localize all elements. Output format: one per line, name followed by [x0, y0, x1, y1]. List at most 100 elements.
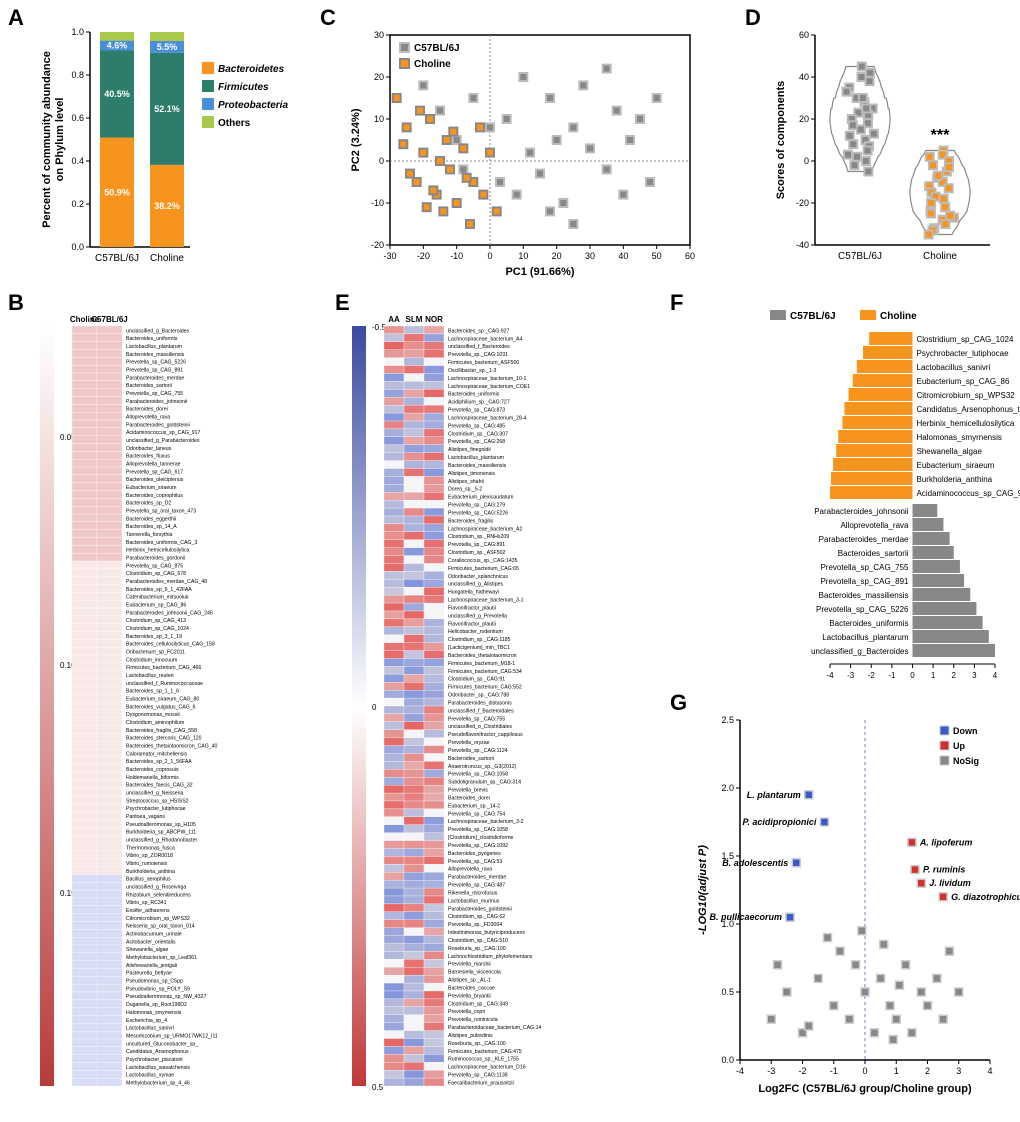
- svg-text:Down: Down: [953, 726, 978, 736]
- panel-e-heatmap: -0.500.5AASLMNORBacteroides_sp._CAG:927L…: [352, 310, 662, 1110]
- svg-text:Alistipes_putredinis: Alistipes_putredinis: [448, 1033, 493, 1039]
- svg-text:Prevotella_ruminicola: Prevotella_ruminicola: [448, 1017, 498, 1023]
- svg-text:Firmicutes_bacterium_M18-1: Firmicutes_bacterium_M18-1: [448, 661, 515, 667]
- svg-text:Prevotella_sp_oral_taxon_473: Prevotella_sp_oral_taxon_473: [126, 508, 196, 514]
- svg-text:Bacteroides_pyogenes: Bacteroides_pyogenes: [448, 851, 501, 857]
- svg-text:Prevotella_sp._CAG:1031: Prevotella_sp._CAG:1031: [448, 352, 508, 358]
- svg-text:1.0: 1.0: [71, 27, 84, 37]
- svg-text:Alistipes_sp._AL-1: Alistipes_sp._AL-1: [448, 978, 491, 984]
- svg-text:Parabacteroides_merdae: Parabacteroides_merdae: [448, 875, 506, 881]
- svg-text:Bacteroides_massiliensis: Bacteroides_massiliensis: [448, 463, 507, 469]
- svg-text:Alloprevotella_tannerae: Alloprevotella_tannerae: [126, 461, 181, 467]
- svg-text:Eubacterium_plexicaudatum: Eubacterium_plexicaudatum: [448, 495, 513, 501]
- svg-text:unclassified_g_Parabacteroides: unclassified_g_Parabacteroides: [126, 438, 200, 444]
- svg-text:Lactobacillus_reuteri: Lactobacillus_reuteri: [126, 673, 174, 679]
- svg-text:40.5%: 40.5%: [104, 89, 130, 99]
- svg-text:Parabacteroides_johnsonii: Parabacteroides_johnsonii: [814, 507, 909, 516]
- svg-text:Firmicutes: Firmicutes: [218, 82, 269, 93]
- svg-text:on Phylum level: on Phylum level: [54, 98, 66, 182]
- svg-text:Bacteroides_faecis_CAG_32: Bacteroides_faecis_CAG_32: [126, 783, 193, 789]
- svg-text:38.2%: 38.2%: [154, 201, 180, 211]
- svg-text:-10: -10: [371, 198, 384, 208]
- svg-text:-4: -4: [826, 671, 834, 680]
- svg-text:Others: Others: [218, 118, 251, 129]
- svg-text:Alishewanella_jeotgali: Alishewanella_jeotgali: [126, 963, 177, 969]
- svg-text:Shewanella_algae: Shewanella_algae: [126, 947, 169, 953]
- svg-text:Bacteroides_sp_1_1_6: Bacteroides_sp_1_1_6: [126, 689, 179, 695]
- svg-text:Corallococcus_sp._CAG:1435: Corallococcus_sp._CAG:1435: [448, 558, 518, 564]
- svg-text:-40: -40: [796, 240, 809, 250]
- svg-text:0.4: 0.4: [71, 156, 84, 166]
- svg-text:1: 1: [894, 1066, 899, 1076]
- svg-text:Lachnospiraceae_bacterium_28-4: Lachnospiraceae_bacterium_28-4: [448, 415, 527, 421]
- svg-text:Pseudoflavonifractor_cappilosu: Pseudoflavonifractor_cappilosus: [448, 732, 523, 738]
- svg-text:-20: -20: [371, 240, 384, 250]
- svg-text:Tannerella_forsythia: Tannerella_forsythia: [126, 532, 173, 538]
- svg-text:Helicobacter_rodentium: Helicobacter_rodentium: [448, 629, 503, 635]
- svg-text:[Clostridium]_clostridioforme: [Clostridium]_clostridioforme: [448, 835, 514, 841]
- svg-text:Bacteroides_dorei: Bacteroides_dorei: [126, 407, 168, 413]
- svg-text:Dorea_sp._5-2: Dorea_sp._5-2: [448, 487, 482, 493]
- svg-text:Clostridium_sp._CAG:1185: Clostridium_sp._CAG:1185: [448, 637, 511, 643]
- svg-text:Bacteroides_sp_2_1_56FAA: Bacteroides_sp_2_1_56FAA: [126, 759, 192, 765]
- svg-text:Bacteroides_coprosuis: Bacteroides_coprosuis: [126, 767, 179, 773]
- svg-text:Lachnospiraceae_bacterium_3-1: Lachnospiraceae_bacterium_3-1: [448, 598, 524, 604]
- svg-text:A. lipoferum: A. lipoferum: [919, 837, 973, 847]
- svg-text:Parabacteroides_merdae: Parabacteroides_merdae: [126, 375, 184, 381]
- svg-text:Vibrio_sp_ZOR0018: Vibrio_sp_ZOR0018: [126, 853, 173, 859]
- svg-text:***: ***: [931, 127, 950, 144]
- svg-text:Catenibacterium_mitsuokai: Catenibacterium_mitsuokai: [126, 595, 189, 601]
- svg-text:NOR: NOR: [425, 315, 443, 324]
- svg-text:Bacteroides_caccae: Bacteroides_caccae: [448, 985, 495, 991]
- svg-text:Rhizobium_selenitireducens: Rhizobium_selenitireducens: [126, 892, 191, 898]
- svg-text:Clostridium_sp._CAG:62: Clostridium_sp._CAG:62: [448, 914, 505, 920]
- svg-text:Bacteroides_cellulosilyticus_C: Bacteroides_cellulosilyticus_CAG_158: [126, 642, 215, 648]
- svg-text:Prevotella_bryantii: Prevotella_bryantii: [448, 993, 491, 999]
- svg-text:Lactobacillus_plantarum: Lactobacillus_plantarum: [822, 633, 909, 642]
- svg-text:B. pullicaecorum: B. pullicaecorum: [709, 912, 782, 922]
- svg-text:40: 40: [799, 72, 809, 82]
- svg-text:2: 2: [925, 1066, 930, 1076]
- svg-text:Escherichia_sp_4: Escherichia_sp_4: [126, 1018, 167, 1024]
- svg-text:Percent of community abundance: Percent of community abundance: [41, 51, 53, 228]
- svg-text:Bacteroides_sp._CAG:927: Bacteroides_sp._CAG:927: [448, 328, 510, 334]
- svg-text:PC1 (91.66%): PC1 (91.66%): [505, 266, 574, 278]
- svg-text:20: 20: [799, 114, 809, 124]
- svg-text:Eubacterium_siraeum: Eubacterium_siraeum: [126, 485, 176, 491]
- svg-text:Parabacteroides_goldsteinii: Parabacteroides_goldsteinii: [126, 422, 190, 428]
- svg-text:Choline: Choline: [923, 251, 957, 262]
- svg-text:0: 0: [862, 1066, 867, 1076]
- svg-text:-3: -3: [847, 671, 855, 680]
- svg-text:L. plantarum: L. plantarum: [747, 790, 801, 800]
- svg-text:Lachnospiraceae_bacterium_D16: Lachnospiraceae_bacterium_D16: [448, 1065, 526, 1071]
- svg-text:10: 10: [518, 251, 528, 261]
- svg-text:Clostridium_sp._RNHs209: Clostridium_sp._RNHs209: [448, 534, 509, 540]
- svg-text:Firmicutes_bacterium_CAG:65: Firmicutes_bacterium_CAG:65: [448, 566, 519, 572]
- svg-text:Lachnochlostridium_phytofement: Lachnochlostridium_phytofementans: [448, 954, 533, 960]
- svg-text:Candidatus_Arsenophonus_triato: Candidatus_Arsenophonus_triatominarum: [917, 405, 1020, 414]
- svg-text:Prevotella_sp._CAG:1138: Prevotella_sp._CAG:1138: [448, 1073, 508, 1079]
- svg-text:-20: -20: [796, 198, 809, 208]
- svg-text:Bacteroides_uniformis_CAG_3: Bacteroides_uniformis_CAG_3: [126, 540, 197, 546]
- panel-b-heatmap: 0.050.100.15CholineC57BL/6Junclassified_…: [40, 310, 330, 1110]
- svg-text:0: 0: [910, 671, 915, 680]
- svg-text:Bacteroides_vulgatus_CAG_6: Bacteroides_vulgatus_CAG_6: [126, 704, 196, 710]
- svg-text:-4: -4: [736, 1066, 744, 1076]
- svg-text:-2: -2: [798, 1066, 806, 1076]
- svg-text:Prevotella_sp_CAG_875: Prevotella_sp_CAG_875: [126, 563, 183, 569]
- svg-text:Alloprevotella_rava: Alloprevotella_rava: [126, 414, 170, 420]
- svg-text:Lachnospiraceae_bacterium_A4: Lachnospiraceae_bacterium_A4: [448, 336, 523, 342]
- svg-text:Alloprevotella_rava: Alloprevotella_rava: [840, 521, 909, 530]
- svg-text:Ensifer_adhaerens: Ensifer_adhaerens: [126, 908, 170, 914]
- svg-text:Citromicrobium_sp_WPS32: Citromicrobium_sp_WPS32: [917, 391, 1016, 400]
- svg-text:Roseburia_sp._CAG:100: Roseburia_sp._CAG:100: [448, 1041, 506, 1047]
- svg-text:Prevotella_sp._CAG:873: Prevotella_sp._CAG:873: [448, 408, 505, 414]
- svg-text:Acitobacter_orientalis: Acitobacter_orientalis: [126, 939, 176, 945]
- svg-text:Odoribacter_sp._CAG:788: Odoribacter_sp._CAG:788: [448, 693, 509, 699]
- svg-text:Bacteroidetes: Bacteroidetes: [218, 64, 285, 75]
- panel-g-label: G: [670, 690, 687, 716]
- svg-text:Prevotella_sp._FD3004: Prevotella_sp._FD3004: [448, 922, 502, 928]
- panel-d-violin: -40-200204060Scores of componentsC57BL/6…: [770, 20, 1010, 280]
- svg-text:Bacteroides_sartorii: Bacteroides_sartorii: [448, 756, 494, 762]
- svg-text:Halomonas_smyrnensis: Halomonas_smyrnensis: [917, 433, 1002, 442]
